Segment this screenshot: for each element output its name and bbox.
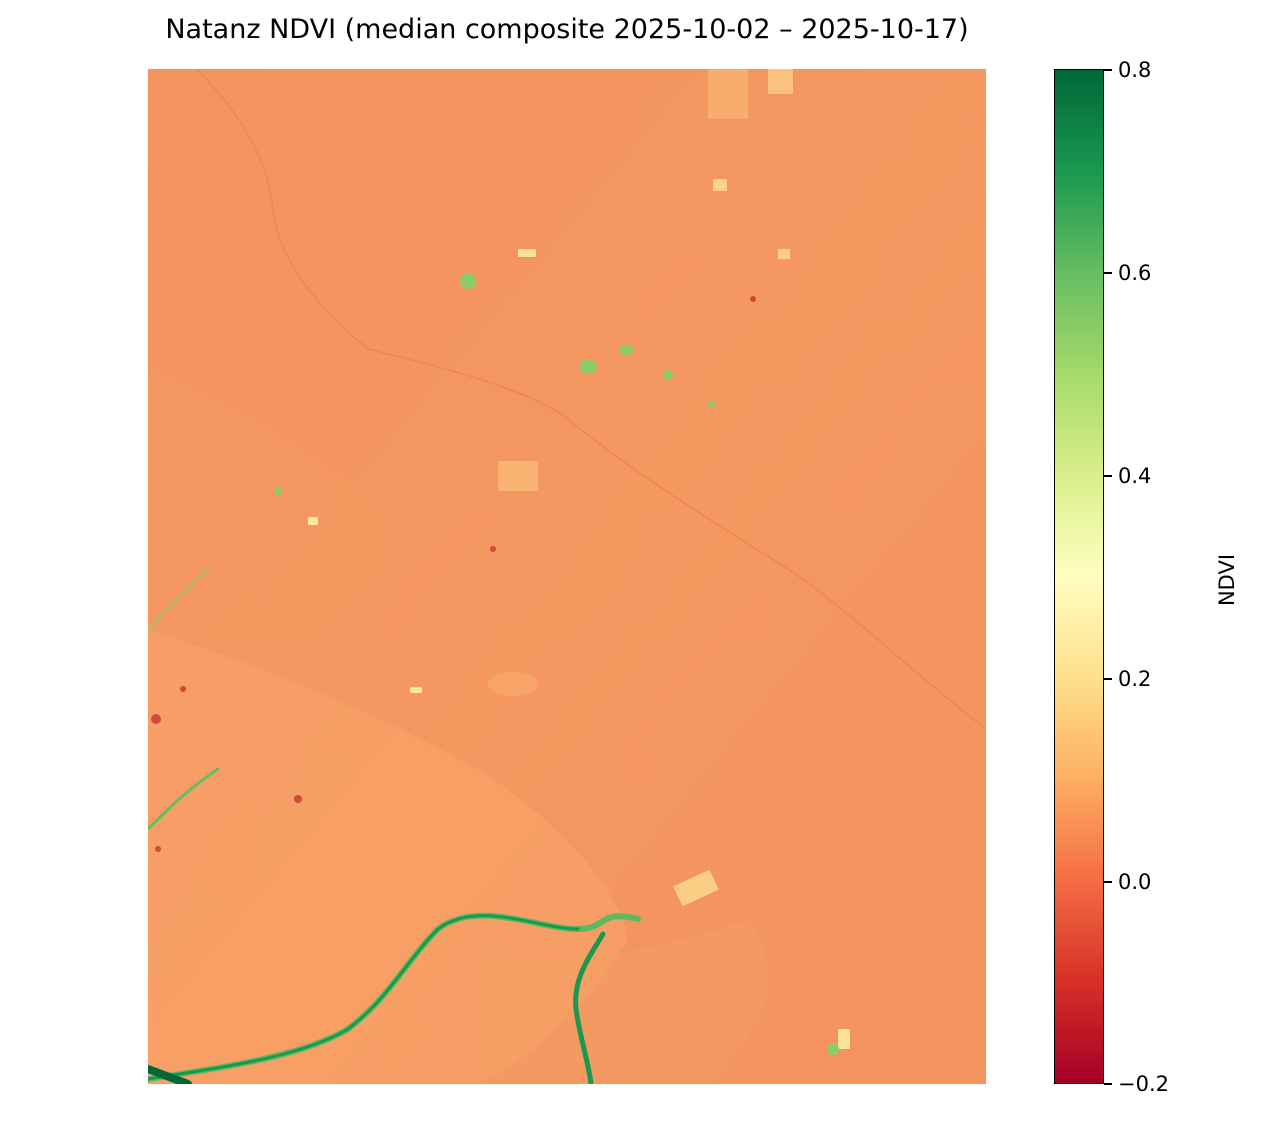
sparse-vegetation-patches <box>308 69 850 1049</box>
colorbar-tick <box>1104 678 1112 680</box>
colorbar-tick <box>1104 1083 1112 1085</box>
vegetation-spots <box>275 273 839 1055</box>
colorbar-tick-label: 0.2 <box>1118 667 1152 691</box>
colorbar <box>1054 69 1104 1084</box>
colorbar-tick <box>1104 881 1112 883</box>
bare-terrain-left <box>148 369 389 648</box>
colorbar-tick-label: 0.4 <box>1118 464 1152 488</box>
colorbar-tick <box>1104 272 1112 274</box>
ndvi-map <box>148 69 986 1084</box>
colorbar-tick-label: 0.6 <box>1118 261 1152 285</box>
bare-terrain-bottom <box>478 919 769 1084</box>
colorbar-tick <box>1104 69 1112 71</box>
irrigated-corridor <box>148 568 641 1084</box>
colorbar-tick-label: 0.8 <box>1118 58 1152 82</box>
bare-terrain-lower-left <box>148 629 628 1084</box>
highway-line <box>195 69 986 730</box>
colorbar-tick <box>1104 475 1112 477</box>
colorbar-tick-label: −0.2 <box>1118 1072 1169 1096</box>
colorbar-label: NDVI <box>1215 553 1239 607</box>
figure-title: Natanz NDVI (median composite 2025-10-02… <box>165 14 969 45</box>
colorbar-tick-label: 0.0 <box>1118 870 1152 894</box>
